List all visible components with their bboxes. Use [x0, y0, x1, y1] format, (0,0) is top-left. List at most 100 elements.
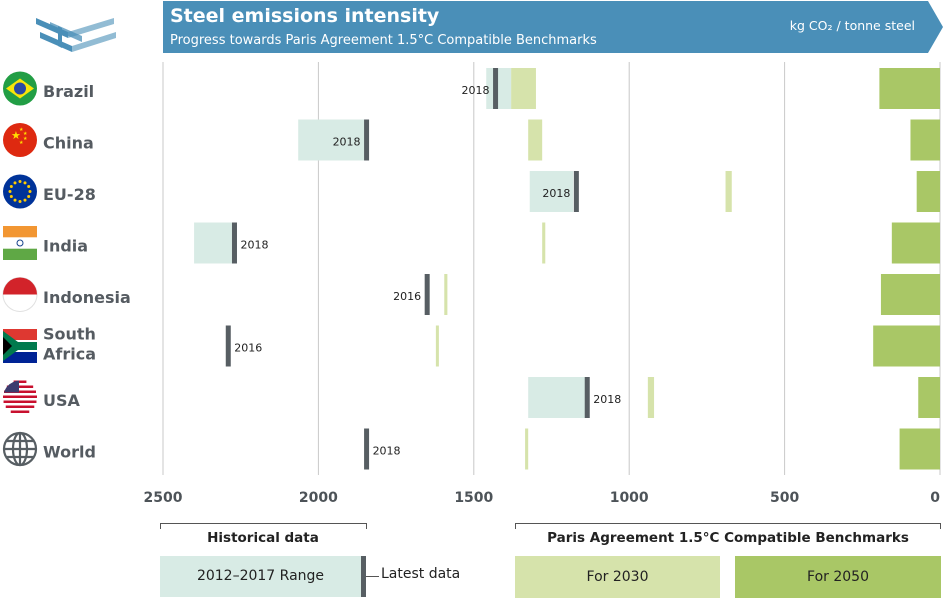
- legend-range-swatch: 2012–2017 Range: [160, 556, 361, 597]
- paris-benchmarks-title: Paris Agreement 1.5°C Compatible Benchma…: [547, 530, 909, 546]
- usa-flag-icon: [3, 380, 37, 415]
- flag-stripe: [10, 410, 30, 413]
- flag-disc: [14, 82, 26, 95]
- legend-latest-label: Latest data: [381, 566, 461, 582]
- flag-stripe: [13, 380, 27, 383]
- units-label: kg CO₂ / tonne steel: [789, 18, 915, 33]
- country-label: Africa: [43, 345, 96, 364]
- range-bar: [529, 171, 574, 212]
- historical-data-title: Historical data: [207, 530, 319, 546]
- country-row-india: India 2018: [3, 222, 940, 264]
- flag-stripe: [4, 390, 36, 393]
- benchmark-2030-bar: [542, 222, 546, 264]
- flag-band-top: [3, 226, 37, 238]
- flag-small-star: ★: [23, 131, 28, 137]
- flag-star: [9, 185, 13, 188]
- flag-field: [3, 174, 37, 209]
- benchmark-2050-bar: [880, 274, 940, 315]
- country-label: Indonesia: [43, 288, 131, 307]
- country-label: World: [43, 443, 96, 462]
- latest-year-label: 2018: [542, 187, 570, 200]
- legend-2030-swatch: For 2030: [515, 556, 720, 598]
- range-bar: [194, 222, 235, 264]
- benchmark-2050-bar: [910, 119, 940, 161]
- flag-band-top: [3, 277, 37, 295]
- latest-data-marker: [225, 325, 231, 367]
- flag-star: [23, 181, 27, 185]
- flag-stripe: [6, 385, 34, 388]
- benchmark-2030-bar: [444, 274, 448, 315]
- flag-stripe: [5, 405, 35, 408]
- flag-star: [23, 198, 27, 202]
- flag-small-star: ★: [23, 136, 28, 142]
- country-row-brazil: Brazil 2018: [3, 68, 940, 109]
- x-tick-label: 1000: [610, 490, 649, 506]
- flag-star: [27, 195, 31, 198]
- flag-canton: [4, 380, 19, 393]
- latest-data-marker: [584, 377, 590, 418]
- x-tick-label: 0: [930, 490, 940, 506]
- country-label: South: [43, 325, 96, 344]
- benchmark-2050-bar: [899, 428, 940, 470]
- range-bar: [298, 119, 367, 161]
- latest-data-marker: [424, 274, 430, 315]
- chart-title: Steel emissions intensity: [170, 5, 440, 27]
- flag-star: [13, 198, 17, 202]
- latest-data-marker: [364, 119, 370, 161]
- flag-star: [9, 195, 13, 198]
- flag-star: [18, 200, 22, 203]
- flag-star: [28, 190, 32, 193]
- flag-star: [8, 190, 12, 193]
- flag-star: [27, 185, 31, 188]
- country-row-indonesia: Indonesia 2016: [2, 274, 940, 315]
- flag-wheel: [16, 239, 24, 247]
- flag-star: [13, 181, 17, 185]
- range-bar: [528, 377, 586, 418]
- benchmark-2030-bar: [725, 171, 732, 212]
- x-tick-label: 1500: [454, 490, 493, 506]
- latest-year-label: 2016: [393, 290, 421, 303]
- latest-data-marker: [364, 428, 370, 470]
- benchmark-2030-bar: [528, 119, 543, 161]
- flag-black: [3, 337, 12, 355]
- range-bar: [486, 68, 512, 109]
- flag-stripe: [3, 400, 37, 403]
- x-tick-label: 2000: [299, 490, 338, 506]
- legend-2050-swatch: For 2050: [735, 556, 941, 598]
- eu-flag-icon: [3, 174, 37, 209]
- benchmark-2030-bar: [525, 428, 529, 470]
- chart-subtitle: Progress towards Paris Agreement 1.5°C C…: [170, 33, 597, 48]
- latest-data-marker: [573, 171, 579, 212]
- latest-year-label: 2018: [593, 393, 621, 406]
- latest-year-label: 2018: [462, 84, 490, 97]
- country-row-usa: USA 2018: [3, 377, 940, 418]
- benchmark-2050-bar: [891, 222, 940, 264]
- flag-green: [3, 331, 37, 361]
- legend-latest-connector: [366, 576, 379, 577]
- banner-arrow: [163, 1, 943, 53]
- benchmark-2030-bar: [511, 68, 536, 109]
- flag-star: [18, 180, 22, 183]
- benchmark-2050-bar: [873, 325, 940, 367]
- country-label: China: [43, 134, 94, 153]
- latest-year-label: 2018: [333, 136, 361, 149]
- china-flag-icon: ★★★★★: [3, 123, 37, 157]
- benchmark-2030-bar: [647, 377, 655, 418]
- latest-year-label: 2016: [234, 342, 262, 355]
- country-row-china: ★★★★★ China 2018: [3, 119, 940, 161]
- benchmark-2050-bar: [879, 68, 940, 109]
- globe-icon: [2, 431, 38, 467]
- legend-latest-swatch: [361, 556, 366, 597]
- steel-beams-icon: [36, 18, 116, 52]
- country-row-eu-28: EU-28 2018: [3, 171, 940, 212]
- country-label: Brazil: [43, 82, 94, 101]
- flag-star: ★: [11, 129, 21, 142]
- benchmark-2050-bar: [918, 377, 940, 418]
- title-banner: [163, 1, 943, 53]
- latest-year-label: 2018: [240, 239, 268, 252]
- latest-year-label: 2018: [373, 445, 401, 458]
- benchmark-2030-bar: [435, 325, 439, 367]
- flag-stripe: [3, 395, 37, 398]
